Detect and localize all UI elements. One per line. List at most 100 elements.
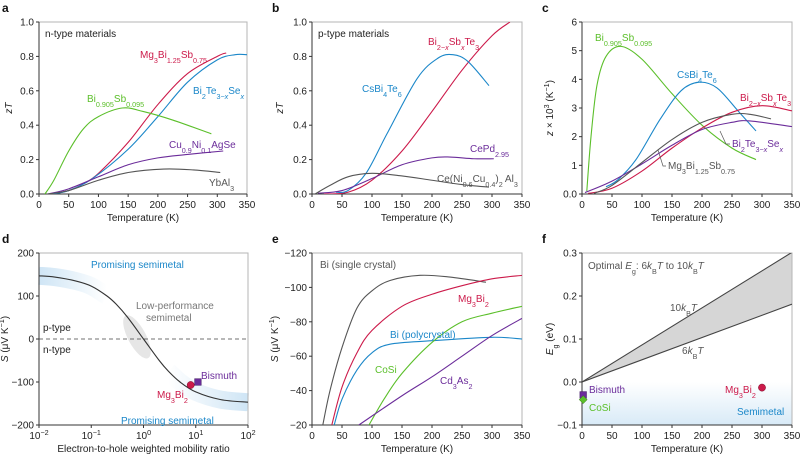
x-tick-label: 50: [63, 200, 75, 211]
y-tick-label: −40: [290, 386, 307, 397]
series-label: Bi (polycrystal): [390, 330, 456, 341]
y-tick-label: 1: [571, 161, 577, 172]
y-tick-label: 0.2: [563, 292, 577, 303]
x-tick-label: 50: [336, 431, 348, 442]
marker-square: [194, 378, 202, 386]
x-axis-label: Temperature (K): [381, 213, 453, 224]
x-tick-label: 100: [90, 200, 107, 211]
y-tick-label: 5: [571, 46, 577, 57]
y-tick-label: 0.0: [20, 190, 34, 201]
y-tick-label: 0.0: [293, 190, 307, 201]
y-tick-label: −80: [290, 317, 307, 328]
y-tick-label: 4: [571, 75, 577, 86]
panel-letter: a: [2, 1, 9, 15]
x-tick-label: 0: [579, 200, 585, 211]
x-tick-label: 0: [579, 431, 585, 442]
marker-label: Bismuth: [589, 385, 625, 396]
x-tick-label: 50: [606, 200, 618, 211]
annotation: Promising semimetal: [91, 260, 184, 271]
series-label: Bi2Te3−xSex: [193, 86, 245, 101]
series-line: [593, 112, 772, 194]
annotation: Promising semimetal: [121, 416, 214, 427]
x-tick-label: 250: [179, 200, 196, 211]
panel-letter: e: [272, 232, 279, 246]
series-label: CoSi: [375, 365, 397, 376]
panel-letter: c: [542, 1, 549, 15]
x-tick-label: 200: [424, 200, 441, 211]
series-line: [47, 168, 221, 194]
x-tick-label: 250: [724, 431, 741, 442]
y-axis-label: zT: [275, 102, 286, 115]
x-axis-label: Electron-to-hole weighted mobility ratio: [57, 444, 230, 455]
annotation: Semimetal: [737, 407, 784, 418]
y-tick-label: 0.3: [563, 249, 577, 260]
series-line: [586, 45, 757, 192]
y-tick-label: −0.1: [557, 421, 577, 432]
y-tick-label: 1.0: [293, 18, 307, 29]
panel-f: [578, 252, 793, 428]
series-label: Mg3Bi2: [458, 294, 489, 309]
x-tick-label: 300: [484, 431, 501, 442]
leader-line: [657, 149, 666, 167]
series-line: [44, 107, 212, 194]
x-tick-label: 10−2: [29, 428, 48, 443]
y-tick-label: −100: [11, 378, 34, 389]
y-tick-label: 6: [571, 18, 577, 29]
series-line: [317, 156, 494, 194]
annotation: p-type: [43, 323, 71, 334]
panel-letter: d: [2, 232, 9, 246]
series-line: [368, 305, 522, 425]
series-label: Cu0.9Ni0.1AgSe: [169, 140, 236, 155]
annotation: Optimal Eg: 6kBT to 10kBT: [588, 261, 705, 276]
series-label: Bi0.905Sb0.095: [595, 33, 652, 48]
x-tick-label: 100: [364, 431, 381, 442]
y-tick-label: 1.0: [20, 18, 34, 29]
x-tick-label: 200: [424, 431, 441, 442]
y-tick-label: 0.8: [20, 52, 34, 63]
series-label: CsBi4Te6: [362, 84, 402, 99]
marker-diamond: [578, 395, 588, 404]
x-tick-label: 300: [209, 200, 226, 211]
x-tick-label: 200: [150, 200, 167, 211]
y-axis-label: z × 103 (K−1): [542, 80, 557, 137]
y-tick-label: 0.0: [563, 378, 577, 389]
x-tick-label: 150: [394, 200, 411, 211]
y-axis-label: S (μV K−1): [0, 316, 11, 362]
low-performance-region: [123, 315, 151, 359]
x-tick-label: 0: [36, 200, 42, 211]
x-tick-label: 100: [364, 200, 381, 211]
series-label: Bi2−xSbxTe3: [740, 93, 791, 108]
series-label: Bi0.905Sb0.095: [87, 94, 144, 109]
series-line: [39, 275, 248, 403]
y-tick-label: 0.2: [293, 155, 307, 166]
x-axis-label: Temperature (K): [381, 444, 453, 455]
y-tick-label: 0.6: [20, 86, 34, 97]
x-tick-label: 350: [784, 431, 800, 442]
y-tick-label: 200: [17, 249, 34, 260]
y-tick-label: −200: [11, 421, 34, 432]
panel-letter: b: [272, 1, 279, 15]
panel-letter: f: [542, 232, 547, 246]
y-axis-label: zT: [4, 102, 15, 115]
x-axis-label: Temperature (K): [651, 444, 723, 455]
series-line: [314, 172, 490, 194]
x-axis-label: Temperature (K): [107, 213, 179, 224]
marker-label: Mg3Bi2: [725, 385, 756, 400]
y-axis-label: S (μV K−1): [267, 316, 282, 362]
x-tick-label: 150: [664, 431, 681, 442]
x-tick-label: 100: [634, 200, 651, 211]
panel-a: [36, 21, 248, 197]
y-tick-label: 0.2: [20, 155, 34, 166]
x-tick-label: 300: [484, 200, 501, 211]
series-label: 10kBT: [670, 303, 698, 318]
x-tick-label: 50: [336, 200, 348, 211]
plot-frame: [311, 21, 523, 195]
series-line: [322, 274, 487, 425]
marker-circle: [758, 383, 766, 392]
x-tick-label: 150: [664, 200, 681, 211]
x-tick-label: 350: [784, 200, 800, 211]
series-line: [331, 274, 522, 425]
marker-circle: [186, 381, 195, 389]
x-tick-label: 250: [724, 200, 741, 211]
